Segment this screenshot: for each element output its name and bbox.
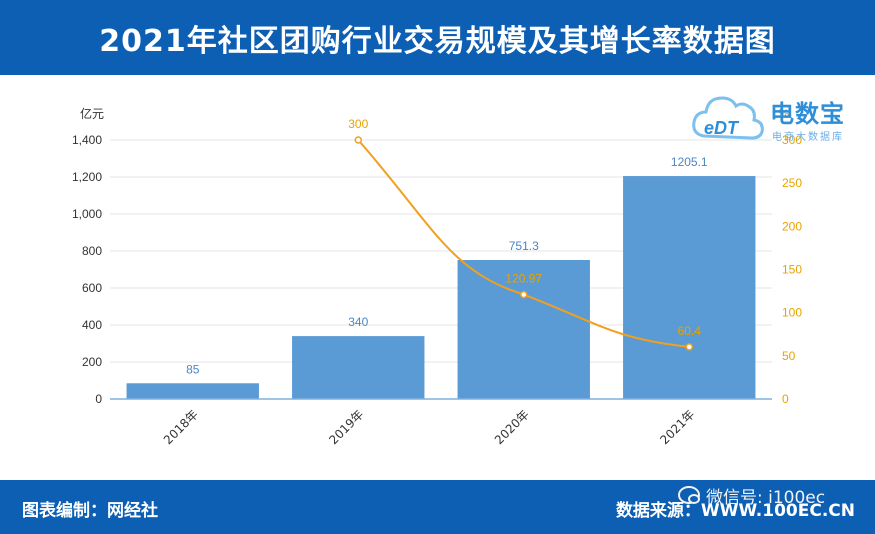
growth-point	[520, 290, 528, 299]
y-right-tick-label: 150	[782, 263, 802, 277]
y-left-tick-label: 1,000	[72, 207, 102, 221]
wechat-icon	[678, 486, 700, 504]
growth-value-label: 300	[348, 117, 368, 131]
bar-value-label: 85	[186, 362, 200, 376]
wechat-watermark: 微信号: i100ec	[678, 484, 826, 508]
logo-name: 电数宝	[770, 100, 845, 128]
y-right-tick-label: 100	[782, 306, 802, 320]
growth-point	[354, 136, 362, 144]
y-left-tick-label: 400	[82, 318, 102, 332]
y-left-unit: 亿元	[80, 106, 104, 121]
bar	[126, 383, 259, 399]
y-left-tick-label: 0	[95, 392, 102, 406]
x-tick-label: 2021年	[657, 407, 697, 447]
footer-source: 数据来源：WWW.100EC.CN	[615, 501, 855, 521]
footer-credit: 图表编制：网经社	[22, 501, 158, 521]
growth-point	[685, 343, 693, 351]
y-right-tick-label: 250	[782, 176, 802, 190]
bar-value-label: 751.3	[509, 239, 539, 253]
y-right-tick-label: 50	[782, 349, 796, 363]
bar	[457, 260, 590, 399]
y-right-tick-label: 200	[782, 219, 802, 233]
growth-value-label: 120.97	[505, 272, 542, 286]
bar-value-label: 1205.1	[671, 155, 708, 169]
y-right-unit: %	[778, 107, 789, 121]
edt-logo: eDT 电数宝 电商大数据库	[690, 84, 870, 154]
y-right-tick-label: 0	[782, 392, 789, 406]
wechat-id: 微信号: i100ec	[706, 487, 826, 508]
y-left-tick-label: 600	[82, 281, 102, 295]
growth-value-label: 60.4	[678, 324, 702, 338]
chart-area: 0 200 400 600 800 1,000 1,200 1,400 0 50 100 150 200…	[0, 75, 875, 480]
bar-value-label: 340	[348, 315, 368, 329]
combo-chart: 0 200 400 600 800 1,000 1,200 1,400 0 50 100 150 200…	[72, 106, 802, 447]
x-tick-label: 2019年	[326, 407, 366, 447]
y-left-tick-label: 1,200	[72, 170, 102, 184]
bar	[292, 336, 425, 399]
y-left-tick-label: 800	[82, 244, 102, 258]
logo-subtitle: 电商大数据库	[772, 132, 844, 143]
y-right-tick-label: 300	[782, 133, 802, 147]
y-left-tick-label: 1,400	[72, 133, 102, 147]
bar	[623, 176, 756, 399]
title-banner: 2021年社区团购行业交易规模及其增长率数据图	[0, 0, 875, 75]
x-tick-label: 2018年	[161, 407, 201, 447]
page-title: 2021年社区团购行业交易规模及其增长率数据图	[99, 23, 776, 59]
y-left-tick-label: 200	[82, 355, 102, 369]
logo-mark-text: eDT	[704, 118, 740, 138]
x-tick-label: 2020年	[492, 407, 532, 447]
cloud-logo-icon: eDT	[692, 96, 764, 140]
footer-bar: 图表编制：网经社 数据来源：WWW.100EC.CN	[0, 480, 875, 534]
